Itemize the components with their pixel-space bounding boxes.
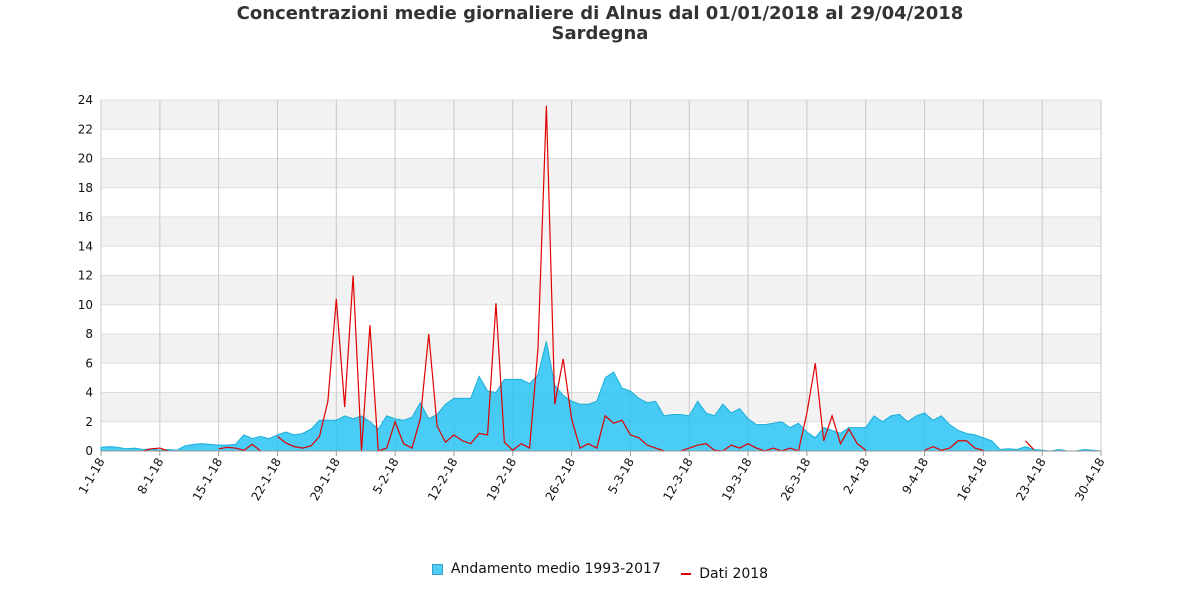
x-tick-label: 30-4-18: [1072, 456, 1108, 504]
x-tick-label: 12-2-18: [425, 456, 461, 504]
y-tick-label: 14: [78, 239, 93, 253]
chart-title-line1: Concentrazioni medie giornaliere di Alnu…: [236, 3, 964, 24]
y-tick-label: 20: [78, 152, 93, 166]
grid-band: [101, 100, 1101, 130]
x-tick-label: 22-1-18: [249, 456, 285, 504]
y-tick-label: 12: [78, 269, 93, 283]
grid-band: [101, 158, 1101, 188]
y-tick-label: 6: [85, 356, 93, 370]
grid-band: [101, 187, 1101, 217]
y-tick-label: 22: [78, 122, 93, 136]
x-tick-label: 1-1-18: [76, 456, 108, 497]
series-line-2018: [277, 105, 665, 452]
y-tick-label: 2: [85, 415, 93, 429]
chart-title-line2: Sardegna: [551, 23, 649, 44]
x-tick-label: 5-3-18: [605, 456, 637, 497]
grid-band: [101, 363, 1101, 393]
grid-band: [101, 246, 1101, 276]
x-tick-label: 29-1-18: [307, 456, 343, 504]
series-line-2018: [1024, 440, 1035, 450]
x-tick-label: 9-4-18: [899, 456, 931, 497]
y-tick-label: 24: [78, 93, 93, 107]
series-line-2018: [218, 443, 262, 452]
y-tick-label: 8: [85, 327, 93, 341]
chart-legend: Andamento medio 1993-2017 Dati 2018: [0, 561, 1200, 582]
y-tick-label: 4: [85, 386, 93, 400]
x-tick-label: 5-2-18: [370, 456, 402, 497]
legend-label-average: Andamento medio 1993-2017: [450, 561, 661, 577]
x-tick-label: 19-3-18: [719, 456, 755, 504]
grid-band: [101, 129, 1101, 159]
y-tick-label: 18: [78, 181, 93, 195]
x-tick-label: 26-2-18: [543, 456, 579, 504]
x-tick-label: 12-3-18: [660, 456, 696, 504]
grid-band: [101, 304, 1101, 334]
legend-item-average[interactable]: Andamento medio 1993-2017: [431, 561, 661, 577]
grid-band: [101, 217, 1101, 247]
x-tick-label: 26-3-18: [778, 456, 814, 504]
grid-band: [101, 275, 1101, 305]
x-tick-label: 15-1-18: [190, 456, 226, 504]
series-line-2018: [924, 440, 984, 451]
x-tick-label: 19-2-18: [484, 456, 520, 504]
y-tick-label: 16: [78, 210, 93, 224]
x-tick-label: 2-4-18: [841, 456, 873, 497]
x-tick-label: 16-4-18: [954, 456, 990, 504]
legend-swatch-2018: [681, 572, 692, 575]
chart-title: Concentrazioni medie giornaliere di Alnu…: [0, 4, 1200, 44]
series-area-average: [100, 341, 1102, 452]
legend-item-2018[interactable]: Dati 2018: [681, 566, 768, 582]
series-line-2018: [142, 447, 169, 452]
legend-swatch-average: [431, 563, 443, 575]
y-tick-label: 0: [85, 444, 93, 458]
series-line-2018: [680, 363, 867, 452]
x-tick-label: 23-4-18: [1013, 456, 1049, 504]
x-tick-label: 8-1-18: [135, 456, 167, 497]
y-tick-label: 10: [78, 298, 93, 312]
grid-band: [101, 334, 1101, 364]
legend-label-2018: Dati 2018: [699, 565, 769, 582]
